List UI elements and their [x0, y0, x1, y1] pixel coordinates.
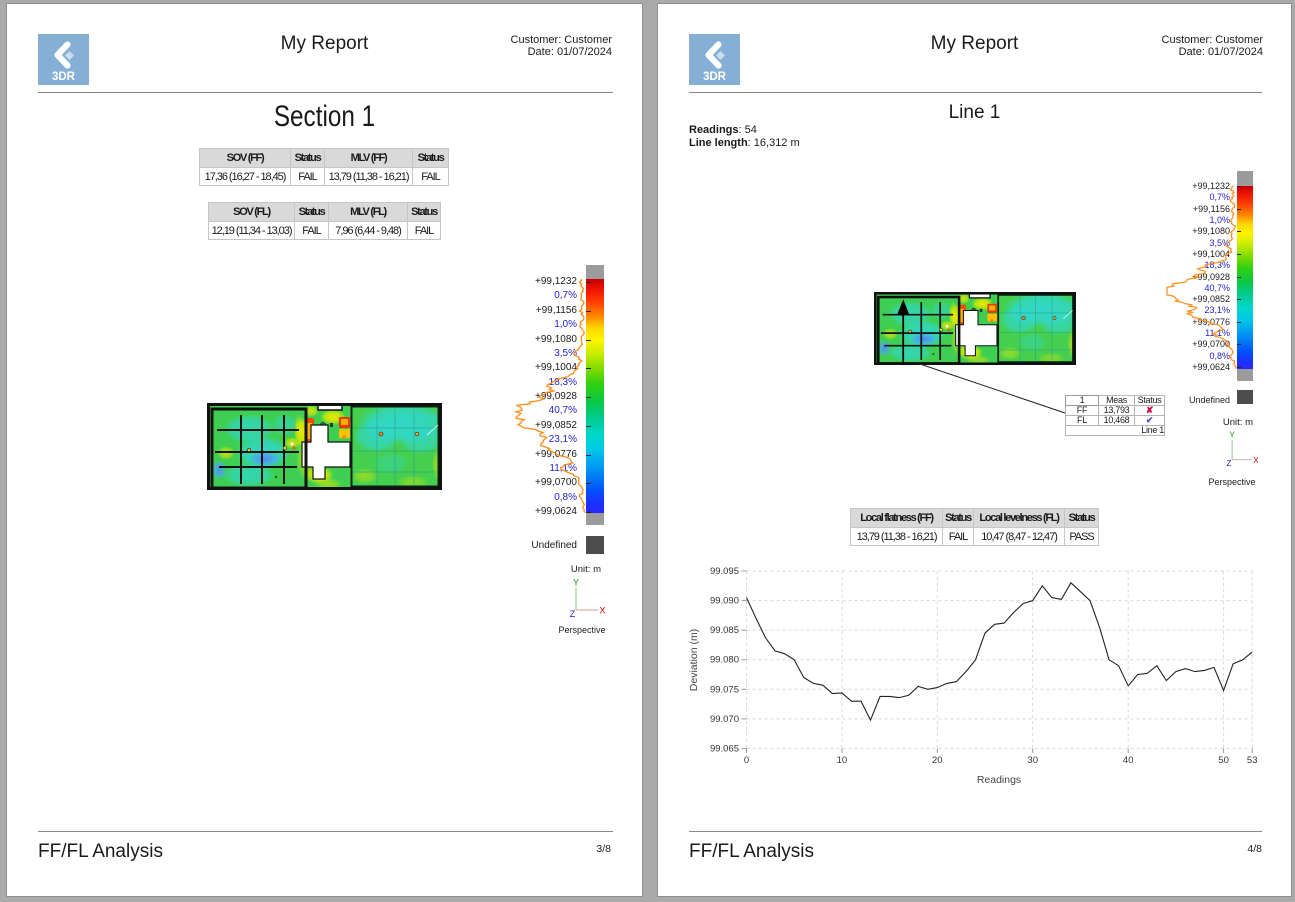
svg-text:99.070: 99.070 — [710, 714, 739, 725]
svg-text:99.085: 99.085 — [710, 625, 739, 636]
svg-text:99.095: 99.095 — [710, 566, 739, 577]
svg-text:99.080: 99.080 — [710, 655, 739, 666]
svg-text:X: X — [1253, 456, 1259, 465]
svg-text:10: 10 — [837, 755, 848, 766]
svg-text:Z: Z — [1226, 459, 1231, 468]
svg-text:53: 53 — [1247, 755, 1258, 766]
svg-text:99.075: 99.075 — [710, 684, 739, 695]
svg-text:X: X — [599, 606, 605, 616]
svg-text:3DR: 3DR — [703, 71, 727, 83]
svg-text:99.065: 99.065 — [710, 744, 739, 755]
svg-text:0: 0 — [744, 755, 749, 766]
svg-text:20: 20 — [932, 755, 943, 766]
svg-text:Y: Y — [1229, 431, 1235, 440]
svg-text:Z: Z — [570, 609, 576, 619]
svg-text:3DR: 3DR — [52, 71, 76, 83]
svg-text:30: 30 — [1027, 755, 1038, 766]
svg-text:Deviation (m): Deviation (m) — [688, 629, 700, 691]
svg-text:Readings: Readings — [977, 774, 1021, 786]
svg-text:50: 50 — [1218, 755, 1229, 766]
svg-text:Y: Y — [573, 578, 579, 588]
svg-text:99.090: 99.090 — [710, 596, 739, 607]
svg-text:40: 40 — [1123, 755, 1134, 766]
